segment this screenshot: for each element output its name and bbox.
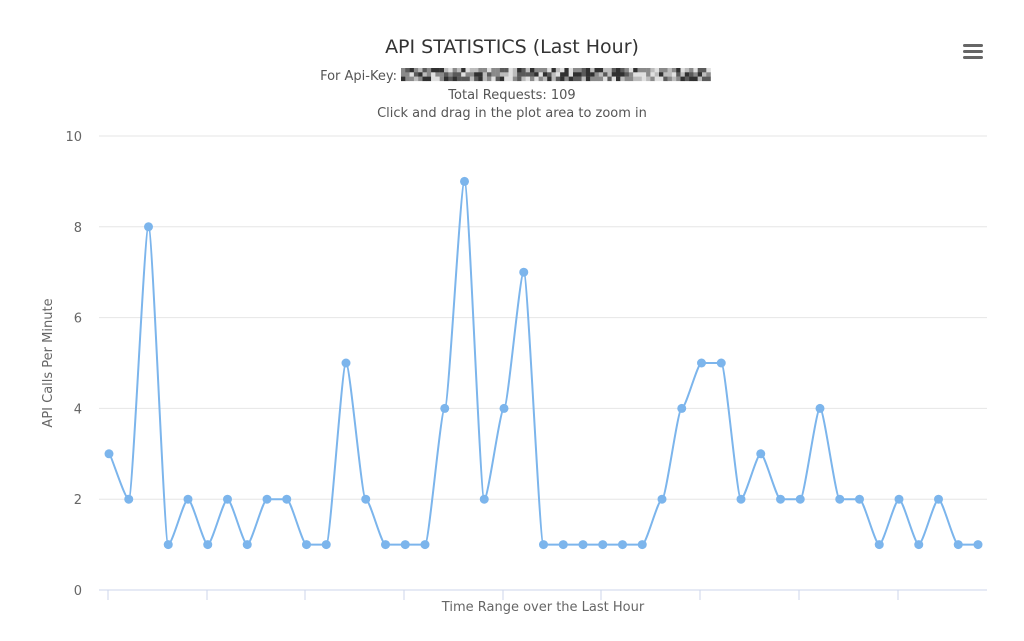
data-point[interactable] xyxy=(855,494,864,504)
series[interactable] xyxy=(104,176,983,550)
data-point[interactable] xyxy=(460,176,469,186)
data-point[interactable] xyxy=(381,540,390,550)
y-tick-label: 8 xyxy=(74,221,82,236)
data-point[interactable] xyxy=(440,403,450,413)
data-point[interactable] xyxy=(894,494,904,504)
hamburger-menu-icon xyxy=(963,44,983,59)
data-point[interactable] xyxy=(144,222,153,232)
data-point[interactable] xyxy=(934,494,943,504)
data-point[interactable] xyxy=(677,403,687,413)
data-point[interactable] xyxy=(598,540,608,550)
data-point[interactable] xyxy=(697,358,706,368)
data-point[interactable] xyxy=(637,540,647,550)
data-point[interactable] xyxy=(519,267,529,277)
data-point[interactable] xyxy=(499,403,509,413)
data-point[interactable] xyxy=(420,540,430,550)
y-tick-label: 6 xyxy=(74,312,82,327)
data-point[interactable] xyxy=(776,494,785,504)
data-point[interactable] xyxy=(479,494,489,504)
data-point[interactable] xyxy=(400,540,410,550)
chart-menu-button[interactable] xyxy=(956,38,990,66)
data-point[interactable] xyxy=(341,358,351,368)
chart-title: API STATISTICS (Last Hour) xyxy=(385,36,639,58)
y-tick-label: 10 xyxy=(65,130,82,145)
data-point[interactable] xyxy=(618,540,627,550)
data-point[interactable] xyxy=(657,494,667,504)
data-point[interactable] xyxy=(223,494,232,504)
data-point[interactable] xyxy=(321,540,331,550)
data-point[interactable] xyxy=(815,403,825,413)
data-point[interactable] xyxy=(756,449,766,459)
y-tick-label: 4 xyxy=(74,402,82,417)
subtitle-total-requests: Total Requests: 109 xyxy=(447,88,575,103)
data-point[interactable] xyxy=(578,540,588,550)
y-tick-label: 2 xyxy=(74,493,82,508)
series-line[interactable] xyxy=(108,180,979,546)
data-point[interactable] xyxy=(558,540,568,550)
data-point[interactable] xyxy=(736,494,746,504)
data-point[interactable] xyxy=(282,494,292,504)
subtitle-zoom-hint: Click and drag in the plot area to zoom … xyxy=(377,106,647,121)
data-point[interactable] xyxy=(973,540,983,550)
data-point[interactable] xyxy=(795,494,805,504)
data-point[interactable] xyxy=(302,540,311,550)
data-point[interactable] xyxy=(835,494,845,504)
data-point[interactable] xyxy=(361,494,371,504)
data-point[interactable] xyxy=(539,540,548,550)
data-point[interactable] xyxy=(163,540,173,550)
subtitle-api-key-label: For Api-Key: xyxy=(320,69,397,84)
x-ticks xyxy=(107,590,899,600)
data-point[interactable] xyxy=(716,358,726,368)
data-point[interactable] xyxy=(124,494,134,504)
y-tick-labels: 0 2 4 6 8 10 xyxy=(65,130,82,599)
data-point[interactable] xyxy=(914,540,924,550)
data-point[interactable] xyxy=(242,540,252,550)
data-point[interactable] xyxy=(262,494,272,504)
data-point[interactable] xyxy=(874,540,884,550)
y-tick-label: 0 xyxy=(74,584,82,599)
data-point[interactable] xyxy=(183,494,193,504)
redacted-api-key xyxy=(401,68,711,82)
y-axis-label: API Calls Per Minute xyxy=(41,298,56,427)
data-point[interactable] xyxy=(203,540,213,550)
data-point[interactable] xyxy=(104,449,114,459)
grid-lines xyxy=(99,135,987,500)
x-axis-label: Time Range over the Last Hour xyxy=(441,600,645,615)
data-point[interactable] xyxy=(953,540,963,550)
